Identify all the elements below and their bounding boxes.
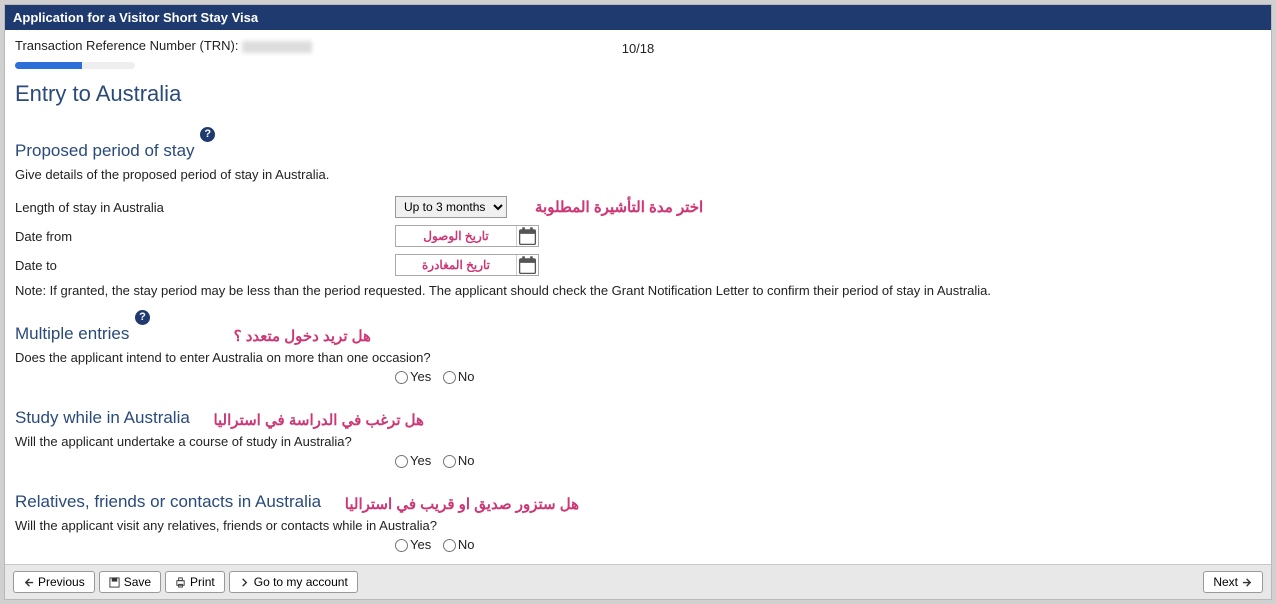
save-label: Save (124, 575, 151, 589)
length-select[interactable]: Up to 3 months (395, 196, 507, 218)
relatives-radio-row: Yes No (395, 537, 1261, 552)
multiple-question: Does the applicant intend to enter Austr… (15, 350, 1261, 365)
footer-left-buttons: Previous Save Print Go to my account (13, 571, 358, 593)
relatives-no-radio[interactable] (443, 539, 456, 552)
calendar-icon[interactable] (516, 226, 538, 246)
length-label: Length of stay in Australia (15, 200, 395, 215)
yes-label: Yes (410, 369, 431, 384)
no-label: No (458, 537, 475, 552)
application-window: Application for a Visitor Short Stay Vis… (4, 4, 1272, 600)
study-annotation: هل ترغب في الدراسة في استراليا (213, 411, 423, 429)
study-no-radio[interactable] (443, 455, 456, 468)
previous-label: Previous (38, 575, 85, 589)
next-button[interactable]: Next (1203, 571, 1263, 593)
page-heading: Entry to Australia (15, 81, 1261, 107)
multiple-no-radio[interactable] (443, 371, 456, 384)
print-icon (175, 577, 186, 588)
footer-bar: Previous Save Print Go to my account Nex… (5, 564, 1271, 599)
proposed-note: Note: If granted, the stay period may be… (15, 283, 1261, 298)
multiple-yes-radio[interactable] (395, 371, 408, 384)
study-yes-radio[interactable] (395, 455, 408, 468)
date-from-label: Date from (15, 229, 395, 244)
save-button[interactable]: Save (99, 571, 161, 593)
print-button[interactable]: Print (165, 571, 225, 593)
multiple-annotation: هل تريد دخول متعدد ؟ (234, 327, 371, 345)
study-question: Will the applicant undertake a course of… (15, 434, 1261, 449)
multiple-radio-row: Yes No (395, 369, 1261, 384)
yes-label: Yes (410, 537, 431, 552)
proposed-desc: Give details of the proposed period of s… (15, 167, 1261, 182)
previous-button[interactable]: Previous (13, 571, 95, 593)
study-radio-row: Yes No (395, 453, 1261, 468)
date-to-input-wrap (395, 254, 539, 276)
no-label: No (458, 453, 475, 468)
arrow-right-icon (1242, 577, 1253, 588)
chevron-right-icon (239, 577, 250, 588)
print-label: Print (190, 575, 215, 589)
date-from-input[interactable] (396, 227, 516, 245)
progress-fill (15, 62, 82, 69)
calendar-icon[interactable] (516, 255, 538, 275)
next-label: Next (1213, 575, 1238, 589)
relatives-question: Will the applicant visit any relatives, … (15, 518, 1261, 533)
account-label: Go to my account (254, 575, 348, 589)
help-icon[interactable]: ? (135, 310, 150, 325)
section-study-heading: Study while in Australia (15, 408, 190, 428)
relatives-annotation: هل ستزور صديق او قريب في استراليا (345, 495, 579, 513)
section-multiple-heading: Multiple entries (15, 324, 129, 344)
account-button[interactable]: Go to my account (229, 571, 358, 593)
section-proposed-heading: Proposed period of stay (15, 141, 195, 161)
no-label: No (458, 369, 475, 384)
form-content: Transaction Reference Number (TRN): 10/1… (5, 30, 1271, 564)
date-to-input[interactable] (396, 256, 516, 274)
length-annotation: اختر مدة التأشيرة المطلوبة (535, 198, 703, 216)
date-from-input-wrap (395, 225, 539, 247)
section-relatives-heading: Relatives, friends or contacts in Austra… (15, 492, 321, 512)
window-title: Application for a Visitor Short Stay Vis… (5, 5, 1271, 30)
help-icon[interactable]: ? (200, 127, 215, 142)
save-icon (109, 577, 120, 588)
date-to-label: Date to (15, 258, 395, 273)
relatives-yes-radio[interactable] (395, 539, 408, 552)
trn-label: Transaction Reference Number (TRN): (15, 38, 238, 53)
footer-right-buttons: Next (1203, 571, 1263, 593)
arrow-left-icon (23, 577, 34, 588)
trn-value-redacted (242, 41, 312, 53)
progress-bar (15, 62, 135, 69)
yes-label: Yes (410, 453, 431, 468)
